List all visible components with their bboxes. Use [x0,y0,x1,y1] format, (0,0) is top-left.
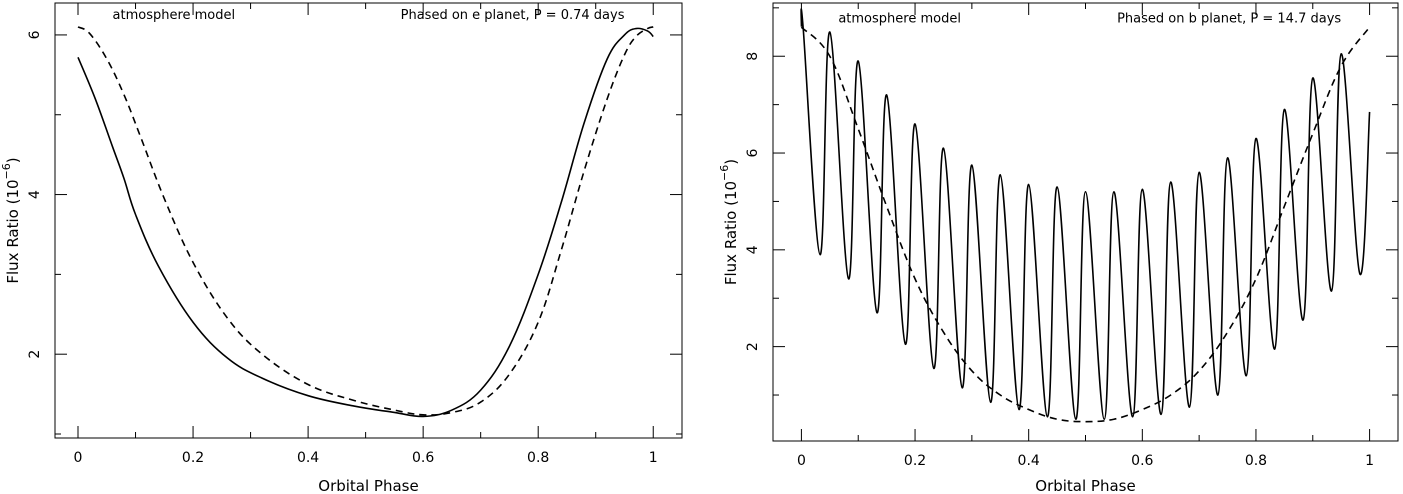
series-line-solid [800,8,1371,421]
series-line-dashed [77,26,654,416]
series-line-solid [77,27,654,418]
annotation-text: atmosphere model [113,8,236,23]
x-tick-label: 0.4 [297,450,319,466]
y-axis-label: Flux Ratio (10−6) [718,159,741,285]
x-tick-label: 0.8 [527,450,549,466]
chart-panel-e-planet: 0 0.2 0.4 0.6 0.8 1 2 4 6 Orbital Phase Flux Ratio… [0,2,683,494]
y-axis-label-close: ) [722,159,740,165]
x-axis-label: Orbital Phase [1035,477,1135,494]
chart-panel-b-planet: 0 0.2 0.4 0.6 0.8 1 2 4 6 8 Orbital Phase Flux Rati… [718,2,1399,494]
plot-frame [54,2,683,439]
y-tick-label: 8 [745,52,761,61]
x-tick-label: 1 [1365,453,1374,469]
y-tick-label: 4 [745,245,761,254]
y-axis-label-text: Flux Ratio (10 [4,179,22,283]
y-axis-label-exponent: −6 [0,163,13,179]
y-tick-label: 6 [745,148,761,157]
x-tick-label: 0 [74,450,83,466]
series-line-dashed [800,26,1371,423]
x-axis-label: Orbital Phase [318,477,418,494]
y-axis-label: Flux Ratio (10−6) [0,157,22,283]
y-tick-label: 2 [745,342,761,351]
y-tick-label: 2 [27,350,43,359]
annotation-text: Phased on b planet, P = 14.7 days [1117,11,1341,26]
x-tick-label: 0.2 [904,453,926,469]
x-tick-label: 0.8 [1245,453,1267,469]
x-tick-label: 0.4 [1018,453,1040,469]
y-axis-label-exponent: −6 [718,165,731,181]
y-axis-label-text: Flux Ratio (10 [722,181,740,285]
y-tick-label: 6 [27,30,43,39]
annotation-text: Phased on e planet, P = 0.74 days [401,8,625,23]
y-tick-label: 4 [27,190,43,199]
x-tick-label: 0.6 [1131,453,1153,469]
plot-frame [772,2,1399,442]
x-tick-label: 0.2 [182,450,204,466]
x-tick-label: 0 [797,453,806,469]
y-axis-label-close: ) [4,157,22,163]
x-tick-label: 0.6 [412,450,434,466]
x-tick-label: 1 [649,450,658,466]
annotation-text: atmosphere model [838,11,961,26]
